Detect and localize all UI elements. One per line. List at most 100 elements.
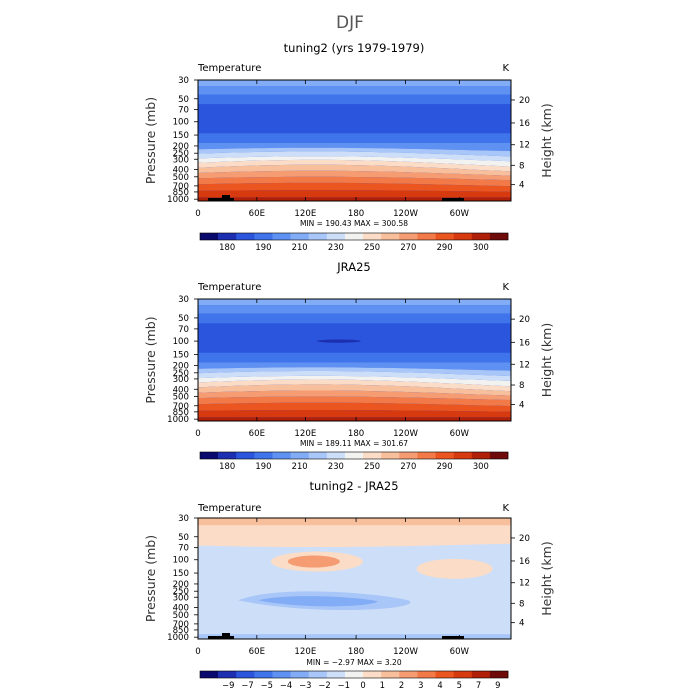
units-label: K [502, 282, 509, 293]
min-max-stats: MIN = −2.97 MAX = 3.20 [306, 658, 401, 667]
colorbar-swatch [417, 671, 436, 678]
colorbar-swatch [344, 452, 364, 459]
height-tick-label: 8 [519, 599, 524, 609]
pressure-tick-label: 50 [178, 533, 189, 543]
contour-band [198, 352, 511, 363]
colorbar-label: 190 [255, 242, 271, 252]
colorbar-swatch [290, 452, 310, 459]
contour-cold-core [316, 339, 361, 343]
pressure-tick-label: 70 [178, 325, 189, 335]
contour-band [198, 164, 511, 176]
colorbar-swatch [399, 452, 418, 459]
colorbar-swatch [453, 671, 473, 678]
contour-band [198, 190, 511, 198]
height-tick-label: 20 [519, 96, 530, 106]
pressure-tick-label: 1000 [167, 633, 189, 643]
x-tick-label: 120E [294, 429, 316, 439]
x-tick-label: 0 [195, 209, 200, 219]
pressure-tick-label: 100 [173, 118, 189, 128]
colorbar-label: 2 [399, 680, 404, 690]
contour-band [198, 197, 511, 201]
colorbar-swatch [417, 233, 436, 240]
colorbar-label: 210 [292, 461, 308, 471]
colorbar-swatch [435, 452, 454, 459]
x-tick-label: 60W [450, 429, 470, 439]
y2-axis-label: Height (km) [539, 541, 554, 615]
variable-label: Temperature [197, 503, 261, 514]
height-tick-label: 16 [519, 557, 530, 567]
colorbar-swatch [344, 671, 364, 678]
panel-1: tuning2 (yrs 1979-1979)Temperature K30507… [143, 41, 554, 252]
height-tick-label: 20 [519, 534, 530, 544]
colorbar-label: −9 [222, 680, 234, 690]
pressure-tick-label: 300 [173, 593, 189, 603]
colorbar-swatch [471, 452, 491, 459]
colorbar-swatch [326, 233, 346, 240]
pressure-tick-label: 150 [173, 351, 189, 361]
colorbar-label: 270 [400, 242, 416, 252]
colorbar-swatch [254, 233, 273, 240]
colorbar-swatch [326, 452, 346, 459]
height-tick-label: 12 [519, 579, 530, 589]
height-tick-label: 20 [519, 315, 530, 325]
pressure-tick-label: 70 [178, 106, 189, 116]
colorbar-swatch [381, 452, 400, 459]
colorbar-swatch [435, 671, 454, 678]
colorbar-swatch [453, 233, 473, 240]
x-tick-label: 180 [348, 209, 364, 219]
contour-band [198, 634, 511, 639]
pressure-tick-label: 250 [173, 587, 189, 597]
colorbar-label: 180 [219, 461, 235, 471]
pressure-tick-label: 70 [178, 544, 189, 554]
colorbar-swatch [489, 671, 509, 678]
panel-title: tuning2 (yrs 1979-1979) [284, 41, 425, 55]
contour-band [198, 379, 511, 392]
pressure-tick-label: 300 [173, 375, 189, 385]
contour-band [198, 170, 511, 181]
pressure-tick-label: 500 [173, 611, 189, 621]
contour-band [198, 313, 511, 324]
colorbar-swatch [236, 671, 255, 678]
colorbar-swatch [236, 233, 255, 240]
contour-band [198, 147, 511, 157]
pressure-tick-label: 150 [173, 569, 189, 579]
x-tick-label: 180 [348, 647, 364, 657]
y-axis-label: Pressure (mb) [143, 316, 158, 403]
pressure-tick-label: 700 [173, 402, 189, 412]
contour-band [198, 182, 511, 192]
colorbar-swatch [399, 671, 418, 678]
pressure-tick-label: 200 [173, 142, 189, 152]
plot-frame [197, 79, 512, 202]
pressure-tick-label: 100 [173, 337, 189, 347]
colorbar-label: 4 [437, 680, 442, 690]
colorbar-label: −7 [241, 680, 253, 690]
colorbar-swatch [471, 671, 491, 678]
colorbar-label: −1 [338, 680, 350, 690]
colorbar-swatch [489, 452, 509, 459]
variable-label: Temperature [197, 282, 261, 293]
colorbar-swatch [471, 233, 491, 240]
colorbar-label: −5 [261, 680, 273, 690]
contour-band [198, 375, 511, 387]
pressure-tick-label: 100 [173, 556, 189, 566]
contour-warm-patch [416, 558, 493, 579]
contour-band [198, 396, 511, 407]
x-tick-label: 60W [450, 647, 470, 657]
pressure-tick-label: 1000 [167, 195, 189, 205]
contour-band [198, 371, 511, 381]
x-tick-label: 0 [195, 647, 200, 657]
height-tick-label: 12 [519, 141, 530, 151]
colorbar-swatch [254, 452, 273, 459]
contour-field [198, 518, 511, 639]
colorbar-label: 7 [476, 680, 481, 690]
colorbar-label: −3 [299, 680, 311, 690]
height-tick-label: 8 [519, 381, 524, 391]
contour-field [198, 299, 511, 421]
contour-band [198, 104, 511, 134]
contour-band [198, 142, 511, 152]
height-tick-label: 4 [519, 619, 524, 629]
contour-band [198, 299, 511, 306]
pressure-tick-label: 50 [178, 314, 189, 324]
